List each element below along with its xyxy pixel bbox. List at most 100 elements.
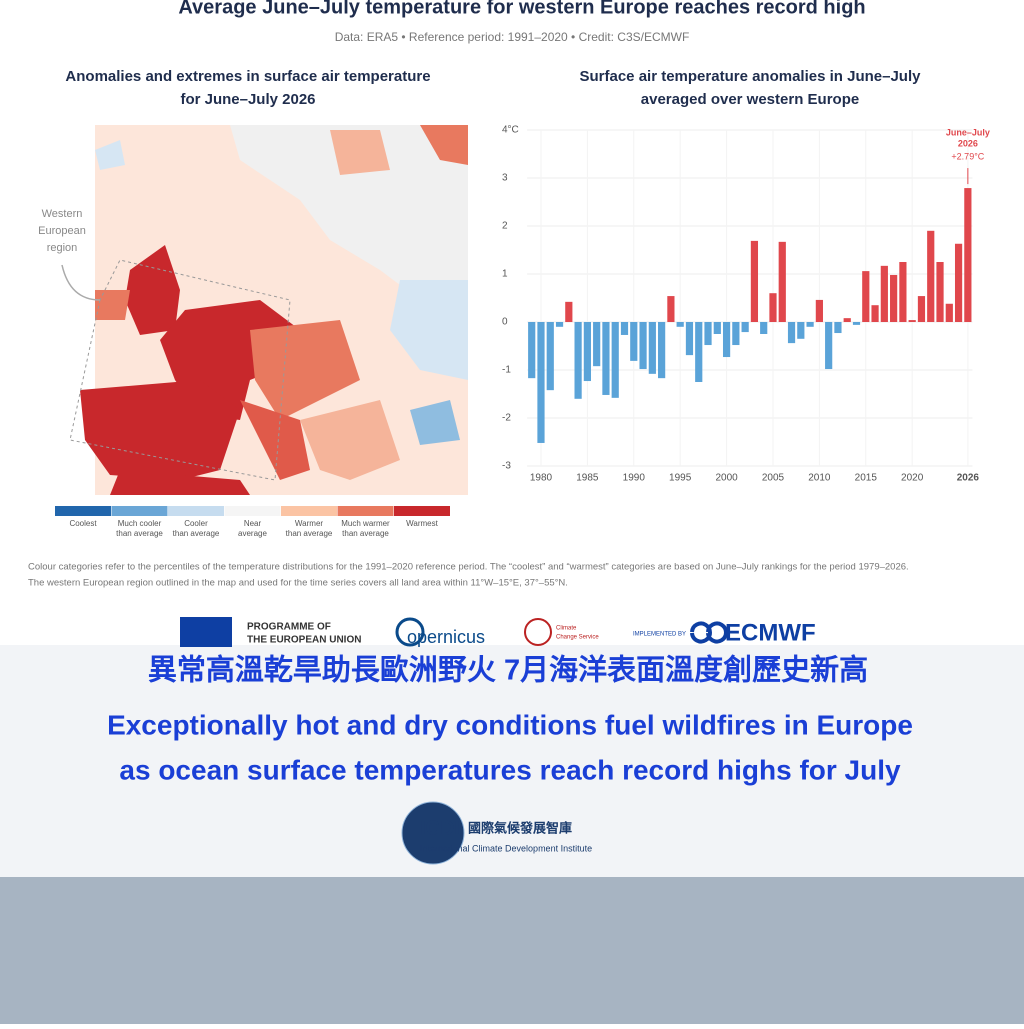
legend-swatch (281, 506, 337, 516)
caption-zh: 異常高溫乾旱助長歐洲野火 7月海洋表面溫度創歷史新高 (148, 653, 868, 687)
bar (871, 305, 879, 322)
legend-swatch (394, 506, 450, 516)
logo-text: Climate (556, 626, 577, 632)
bar (593, 322, 601, 367)
institute-zh: 國際氣候發展智庫 (468, 820, 572, 835)
annotation: 2026 (958, 138, 978, 148)
region-label: Western (42, 208, 83, 220)
subtitle: Data: ERA5 • Reference period: 1991–2020… (335, 30, 690, 44)
bar (630, 322, 638, 361)
logo-text: PROGRAMME OF (247, 622, 331, 633)
bar (880, 265, 888, 322)
footnote: The western European region outlined in … (28, 578, 568, 589)
bar (787, 322, 796, 344)
bar (704, 322, 712, 346)
bar (936, 262, 944, 322)
map-title: Anomalies and extremes in surface air te… (65, 68, 430, 85)
bar (528, 322, 536, 379)
ecmwf-logo-mark (180, 617, 728, 647)
chart-title: Surface air temperature anomalies in Jun… (580, 68, 922, 85)
caption-bg (0, 645, 1024, 877)
bar (806, 322, 814, 327)
bar (927, 230, 935, 322)
legend-swatch (55, 506, 111, 516)
y-tick-label: 1 (502, 269, 508, 280)
bar (611, 322, 619, 398)
legend-label: than average (116, 529, 163, 538)
bar (834, 322, 842, 334)
bar (648, 322, 656, 374)
caption-en: Exceptionally hot and dry conditions fue… (107, 709, 913, 740)
institute-abbr: ICDI (420, 817, 460, 839)
y-tick-label: -2 (502, 413, 511, 424)
y-tick-label: 3 (502, 173, 508, 184)
bar (555, 322, 564, 327)
bar (954, 243, 963, 322)
legend-label: Near (244, 519, 262, 528)
bar (899, 262, 907, 322)
legend-label: than average (342, 529, 389, 538)
bar (658, 322, 666, 379)
bar (778, 241, 786, 322)
x-tick-label: 2000 (715, 473, 738, 484)
bar (639, 322, 647, 370)
logo-text: opernicus (407, 627, 485, 647)
legend-label: Warmest (406, 519, 438, 528)
bar (769, 293, 777, 322)
logo-text: THE EUROPEAN UNION (247, 635, 361, 646)
bar (852, 322, 861, 325)
bar (815, 299, 823, 322)
x-tick-label: 1995 (669, 473, 692, 484)
x-tick-label: 2026 (957, 473, 980, 484)
bar (565, 301, 573, 322)
region-label: European (38, 225, 86, 237)
bar (741, 322, 749, 333)
value-label: +2.79°C (951, 151, 984, 161)
bar (695, 322, 703, 382)
institute-logo (401, 801, 465, 865)
bar (546, 322, 554, 391)
bar (722, 322, 731, 358)
title: Average June–July temperature for wester… (178, 0, 865, 18)
bar (964, 188, 972, 322)
map (61, 125, 468, 495)
bar (945, 303, 953, 322)
bar (750, 240, 759, 322)
legend-label: Cooler (184, 519, 208, 528)
caption-en: as ocean surface temperatures reach reco… (119, 754, 901, 785)
legend-label: average (238, 529, 267, 538)
bar (908, 320, 916, 322)
legend-swatch (168, 506, 224, 516)
map-title: for June–July 2026 (180, 91, 315, 108)
bar (917, 296, 926, 322)
logo-text: IMPLEMENTED BY (633, 632, 686, 638)
logo-text: ECMWF (725, 619, 816, 646)
bar (760, 322, 768, 334)
footer-bg (0, 877, 1024, 1024)
footnote: Colour categories refer to the percentil… (28, 562, 909, 573)
bar (825, 322, 833, 370)
bar (862, 271, 870, 322)
x-tick-label: 2010 (808, 473, 831, 484)
bar (620, 322, 629, 335)
bar (676, 322, 684, 327)
bar (583, 322, 591, 382)
legend-label: than average (286, 529, 333, 538)
bar (537, 322, 545, 443)
institute-en: International Climate Development Instit… (420, 843, 592, 853)
y-tick-label: 0 (502, 317, 508, 328)
bar (574, 322, 582, 399)
x-tick-label: 2020 (901, 473, 924, 484)
bar (797, 322, 805, 339)
logo-text: Change Service (556, 635, 599, 641)
legend-swatch (337, 506, 394, 516)
y-tick-label: 2 (502, 221, 508, 232)
bar (602, 322, 610, 395)
x-tick-label: 2015 (855, 473, 878, 484)
region-label: region (47, 242, 78, 254)
x-tick-label: 1980 (530, 473, 553, 484)
legend-label: than average (173, 529, 220, 538)
y-tick-label: -1 (502, 365, 511, 376)
annotation: June–July (946, 127, 990, 137)
